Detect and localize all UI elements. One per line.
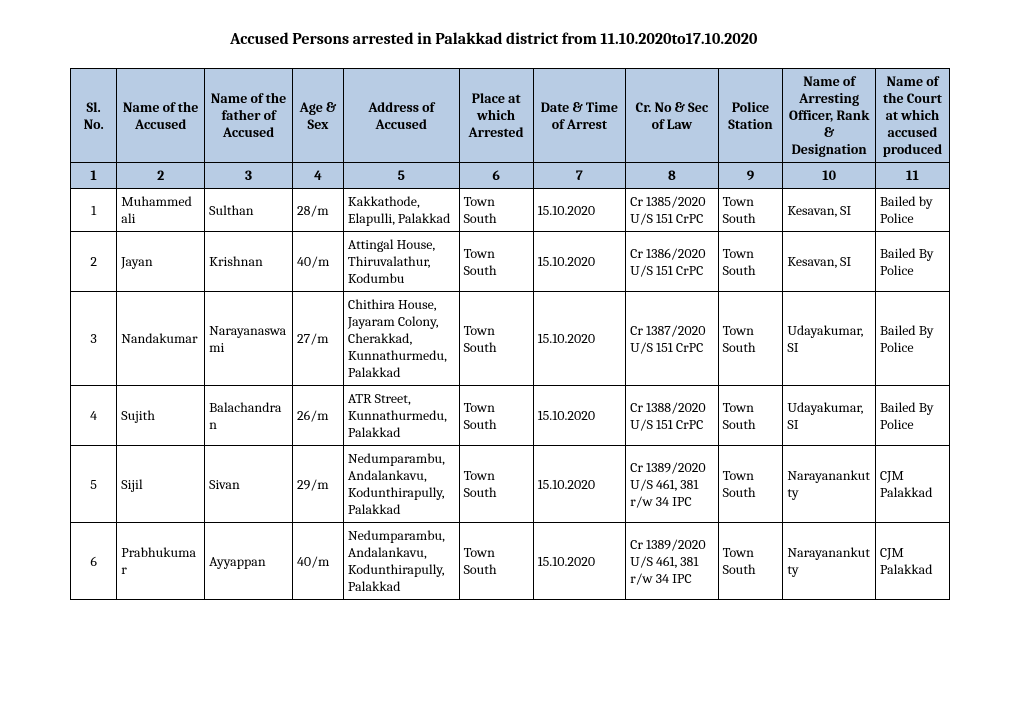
cell-date: 15.10.2020: [533, 386, 626, 446]
cell-name: Prabhukumar: [117, 523, 205, 600]
cell-crno: Cr 1385/2020 U/S 151 CrPC: [626, 189, 719, 232]
cell-age: 40/m: [293, 523, 344, 600]
cell-father: Krishnan: [205, 232, 293, 292]
col-header-place: Place at which Arrested: [459, 69, 533, 163]
cell-crno: Cr 1389/2020 U/S 461, 381 r/w 34 IPC: [626, 523, 719, 600]
cell-address: Chithira House, Jayaram Colony, Cherakka…: [343, 292, 459, 386]
cell-date: 15.10.2020: [533, 189, 626, 232]
cell-date: 15.10.2020: [533, 232, 626, 292]
col-header-name: Name of the Accused: [117, 69, 205, 163]
table-row: 6PrabhukumarAyyappan40/mNedumparambu, An…: [71, 523, 950, 600]
colnum: 10: [783, 163, 876, 189]
cell-ps: Town South: [718, 189, 783, 232]
cell-father: Ayyappan: [205, 523, 293, 600]
cell-name: Sujith: [117, 386, 205, 446]
cell-address: Kakkathode, Elapulli, Palakkad: [343, 189, 459, 232]
cell-court: Bailed By Police: [875, 292, 949, 386]
cell-ps: Town South: [718, 523, 783, 600]
colnum: 5: [343, 163, 459, 189]
cell-address: ATR Street, Kunnathurmedu, Palakkad: [343, 386, 459, 446]
cell-crno: Cr 1387/2020 U/S 151 CrPC: [626, 292, 719, 386]
col-header-sl: Sl. No.: [71, 69, 117, 163]
cell-crno: Cr 1386/2020 U/S 151 CrPC: [626, 232, 719, 292]
cell-place: Town South: [459, 232, 533, 292]
cell-officer: Udayakumar, SI: [783, 292, 876, 386]
cell-sl: 1: [71, 189, 117, 232]
table-row: 3NandakumarNarayanaswami27/mChithira Hou…: [71, 292, 950, 386]
cell-name: Nandakumar: [117, 292, 205, 386]
col-header-officer: Name of Arresting Officer, Rank & Design…: [783, 69, 876, 163]
cell-address: Nedumparambu, Andalankavu, Kodunthirapul…: [343, 523, 459, 600]
cell-address: Attingal House, Thiruvalathur, Kodumbu: [343, 232, 459, 292]
cell-place: Town South: [459, 386, 533, 446]
colnum: 3: [205, 163, 293, 189]
colnum: 7: [533, 163, 626, 189]
colnum: 8: [626, 163, 719, 189]
table-header: Sl. No. Name of the Accused Name of the …: [71, 69, 950, 189]
colnum: 11: [875, 163, 949, 189]
colnum: 6: [459, 163, 533, 189]
col-header-address: Address of Accused: [343, 69, 459, 163]
column-number-row: 1 2 3 4 5 6 7 8 9 10 11: [71, 163, 950, 189]
col-header-age: Age & Sex: [293, 69, 344, 163]
cell-court: Bailed By Police: [875, 386, 949, 446]
cell-sl: 4: [71, 386, 117, 446]
col-header-date: Date & Time of Arrest: [533, 69, 626, 163]
cell-ps: Town South: [718, 446, 783, 523]
table-row: 2JayanKrishnan40/mAttingal House, Thiruv…: [71, 232, 950, 292]
col-header-court: Name of the Court at which accused produ…: [875, 69, 949, 163]
cell-name: Muhammed ali: [117, 189, 205, 232]
cell-age: 26/m: [293, 386, 344, 446]
colnum: 2: [117, 163, 205, 189]
cell-place: Town South: [459, 292, 533, 386]
table-body: 1Muhammed aliSulthan28/mKakkathode, Elap…: [71, 189, 950, 600]
cell-date: 15.10.2020: [533, 523, 626, 600]
col-header-ps: Police Station: [718, 69, 783, 163]
table-row: 1Muhammed aliSulthan28/mKakkathode, Elap…: [71, 189, 950, 232]
cell-address: Nedumparambu, Andalankavu, Kodunthirapul…: [343, 446, 459, 523]
table-row: 4SujithBalachandran26/mATR Street, Kunna…: [71, 386, 950, 446]
cell-ps: Town South: [718, 292, 783, 386]
colnum: 9: [718, 163, 783, 189]
cell-sl: 6: [71, 523, 117, 600]
cell-officer: Udayakumar, SI: [783, 386, 876, 446]
cell-ps: Town South: [718, 232, 783, 292]
cell-officer: Kesavan, SI: [783, 189, 876, 232]
cell-name: Sijil: [117, 446, 205, 523]
col-header-father: Name of the father of Accused: [205, 69, 293, 163]
cell-place: Town South: [459, 523, 533, 600]
cell-place: Town South: [459, 189, 533, 232]
cell-father: Balachandran: [205, 386, 293, 446]
cell-sl: 5: [71, 446, 117, 523]
cell-crno: Cr 1389/2020 U/S 461, 381 r/w 34 IPC: [626, 446, 719, 523]
arrest-table: Sl. No. Name of the Accused Name of the …: [70, 68, 950, 600]
cell-sl: 2: [71, 232, 117, 292]
cell-court: CJM Palakkad: [875, 523, 949, 600]
cell-age: 40/m: [293, 232, 344, 292]
cell-court: Bailed By Police: [875, 232, 949, 292]
cell-place: Town South: [459, 446, 533, 523]
cell-age: 27/m: [293, 292, 344, 386]
cell-father: Sivan: [205, 446, 293, 523]
colnum: 4: [293, 163, 344, 189]
table-row: 5SijilSivan29/mNedumparambu, Andalankavu…: [71, 446, 950, 523]
cell-court: CJM Palakkad: [875, 446, 949, 523]
cell-sl: 3: [71, 292, 117, 386]
cell-date: 15.10.2020: [533, 446, 626, 523]
cell-crno: Cr 1388/2020 U/S 151 CrPC: [626, 386, 719, 446]
cell-officer: Narayanankutty: [783, 446, 876, 523]
cell-father: Narayanaswami: [205, 292, 293, 386]
col-header-crno: Cr. No & Sec of Law: [626, 69, 719, 163]
cell-ps: Town South: [718, 386, 783, 446]
cell-court: Bailed by Police: [875, 189, 949, 232]
cell-date: 15.10.2020: [533, 292, 626, 386]
cell-age: 29/m: [293, 446, 344, 523]
page-title: Accused Persons arrested in Palakkad dis…: [230, 30, 950, 48]
cell-age: 28/m: [293, 189, 344, 232]
colnum: 1: [71, 163, 117, 189]
cell-officer: Kesavan, SI: [783, 232, 876, 292]
cell-officer: Narayanankutty: [783, 523, 876, 600]
cell-name: Jayan: [117, 232, 205, 292]
cell-father: Sulthan: [205, 189, 293, 232]
